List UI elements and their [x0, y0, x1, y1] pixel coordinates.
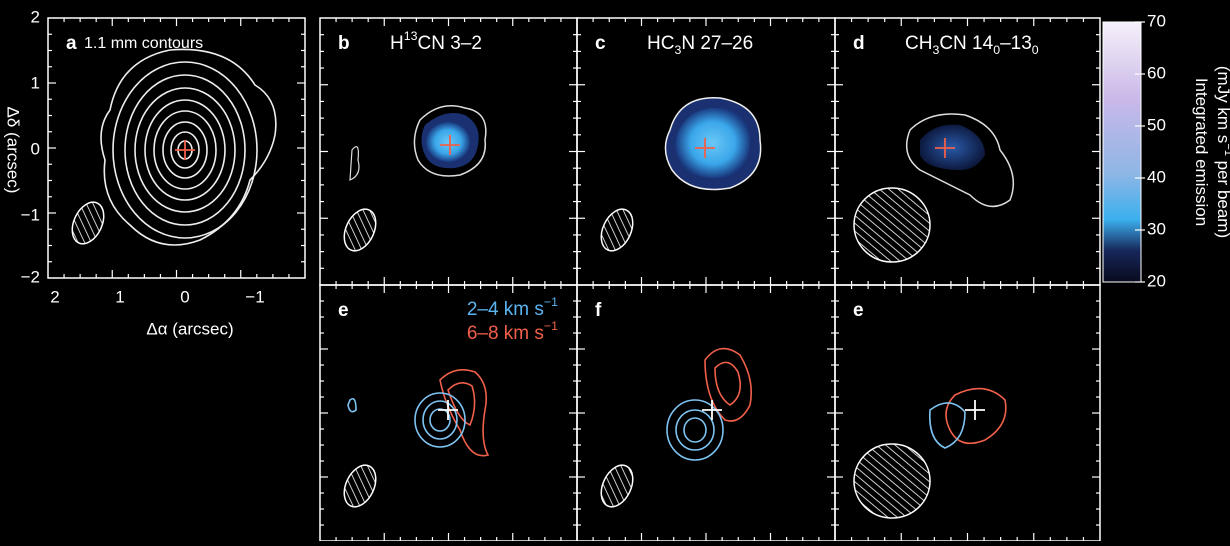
panel-letter: c	[595, 33, 606, 54]
panel-letter: b	[338, 33, 350, 54]
label-part: 0	[1032, 43, 1039, 57]
contours-a	[101, 49, 276, 245]
figure: a 1.1 mm contours b H13CN 3–2 c HC3N 27–26 d CH…	[0, 0, 1230, 541]
label-part: 1.1 mm contours	[84, 35, 203, 52]
label-part: (mJy km s	[1214, 66, 1230, 143]
colorbar-tick-label: 20	[1147, 271, 1166, 290]
rich-label: H13CN 3–2	[390, 29, 482, 54]
velocity-contours	[348, 349, 1006, 460]
x-tick-label: 0	[180, 287, 189, 306]
colorbar-tick-label: 70	[1147, 11, 1166, 30]
page: { "panels": [ {"letter": "a", "label": […	[0, 0, 1230, 541]
label-part: 6–8 km s	[467, 323, 544, 344]
y-tick-label: 1	[31, 73, 40, 92]
x-axis-label: Δα (arcsec)	[146, 319, 233, 338]
y-tick-label: 0	[31, 139, 40, 158]
colorbar-tick-label: 30	[1147, 219, 1166, 238]
rich-label: CH3CN 140–130	[905, 33, 1039, 57]
label-part: HC	[647, 33, 674, 54]
beam	[338, 460, 382, 512]
label-part: −1	[544, 295, 558, 309]
rich-label: Integrated emission	[1192, 78, 1211, 226]
label-part: Integrated emission	[1192, 78, 1211, 226]
panel-letter: f	[595, 300, 602, 321]
y-tick-label: −2	[21, 267, 40, 286]
rich-label: 1.1 mm contours	[84, 35, 203, 52]
x-tick-label: −1	[245, 287, 264, 306]
rich-label: 2–4 km s−1	[467, 295, 558, 320]
beam	[595, 460, 639, 512]
map-c	[665, 98, 760, 190]
x-tick-label: 2	[50, 287, 59, 306]
label-part: –13	[1000, 33, 1032, 54]
colorbar-tick-label: 50	[1147, 115, 1166, 134]
label-part: −1	[544, 319, 558, 333]
label-part: CN 3–2	[417, 33, 481, 54]
beam	[595, 204, 639, 256]
colorbar-tick-label: 40	[1147, 167, 1166, 186]
y-tick-label: 2	[31, 7, 40, 26]
label-part: CH	[905, 33, 932, 54]
beam	[66, 197, 110, 249]
colorbar	[1103, 22, 1141, 282]
label-part: N 27–26	[681, 33, 753, 54]
label-part: −1	[1222, 143, 1230, 156]
map-d	[907, 114, 1014, 206]
label-part: CN 14	[939, 33, 993, 54]
colorbar-tick-label: 60	[1147, 63, 1166, 82]
beam	[338, 204, 382, 256]
panel-letter: d	[853, 33, 865, 54]
label-part: H	[390, 33, 404, 54]
beam	[854, 444, 930, 518]
y-tick-label: −1	[21, 205, 40, 224]
label-part: 2–4 km s	[467, 299, 544, 320]
rich-label: (mJy km s−1 per beam)	[1214, 66, 1230, 238]
rich-label: HC3N 27–26	[647, 33, 753, 57]
beam	[854, 188, 930, 262]
x-tick-label: 1	[115, 287, 124, 306]
map-b	[350, 106, 486, 180]
label-part: 13	[404, 29, 418, 43]
y-axis-label: Δδ (arcsec)	[4, 107, 23, 194]
rich-label: 6–8 km s−1	[467, 319, 558, 344]
panel-letter: e	[853, 300, 864, 321]
panel-letter: e	[338, 300, 349, 321]
label-part: per beam)	[1214, 156, 1230, 238]
panel-letter: a	[66, 33, 77, 54]
